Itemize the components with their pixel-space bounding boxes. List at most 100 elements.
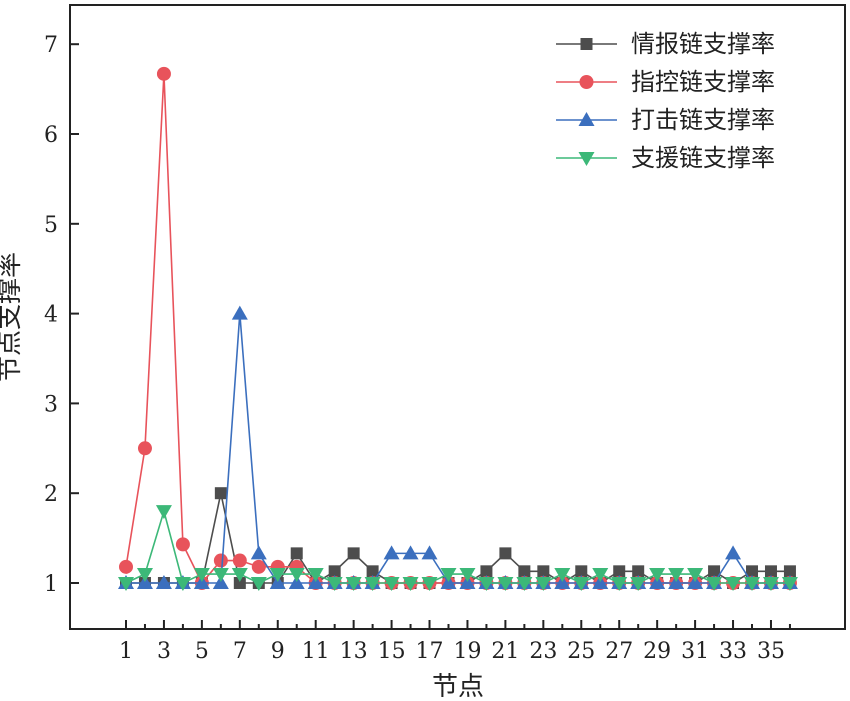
data-point (402, 577, 419, 591)
series-3 (118, 305, 798, 589)
data-point (421, 545, 438, 560)
data-point (573, 577, 590, 591)
y-tick-label: 5 (44, 213, 58, 238)
series-line (126, 313, 790, 584)
data-point (518, 565, 531, 578)
legend-marker (580, 38, 593, 50)
data-point (383, 577, 400, 591)
data-point (345, 577, 362, 591)
data-point (250, 545, 267, 560)
x-tick-label: 33 (719, 639, 747, 664)
data-point (499, 547, 512, 560)
data-point (137, 441, 152, 456)
data-point (478, 577, 495, 591)
data-point (175, 537, 190, 552)
data-point (136, 568, 153, 583)
x-tick-label: 31 (681, 639, 709, 664)
data-point (193, 568, 210, 583)
data-point (537, 565, 550, 578)
data-point (118, 577, 134, 591)
data-point (781, 577, 798, 591)
data-point (516, 577, 533, 591)
data-point (706, 577, 723, 591)
series-4 (118, 505, 798, 591)
x-axis-title: 节点 (432, 672, 484, 697)
x-tick-label: 7 (233, 639, 247, 664)
x-tick-label: 15 (378, 639, 406, 664)
data-point (251, 559, 266, 574)
data-point (232, 553, 247, 568)
data-point (307, 568, 324, 583)
series-layer (118, 66, 798, 591)
data-point (725, 577, 742, 591)
plot-frame (69, 4, 846, 630)
x-tick-label: 21 (491, 639, 519, 664)
y-tick-label: 1 (44, 572, 58, 597)
data-point (233, 577, 246, 589)
x-tick-label: 23 (529, 639, 557, 664)
data-point (649, 568, 666, 583)
x-tick-label: 3 (157, 639, 171, 664)
data-point (762, 577, 779, 591)
data-point (366, 565, 379, 578)
legend-label: 支援链支撑率 (631, 144, 775, 172)
legend-marker (578, 152, 595, 166)
x-tick-label: 25 (567, 639, 595, 664)
data-point (326, 577, 343, 591)
legend-marker (578, 112, 595, 126)
legend-item: 情报链支撑率 (556, 30, 775, 58)
data-point (632, 565, 645, 578)
data-point (174, 577, 191, 591)
data-point (213, 553, 228, 568)
x-tick-label: 5 (195, 639, 209, 664)
y-tick-label: 6 (44, 123, 58, 148)
legend-label: 打击链支撑率 (631, 106, 775, 134)
data-point (328, 565, 341, 578)
data-point (744, 577, 761, 591)
x-tick-label: 17 (416, 639, 444, 664)
data-point (459, 568, 476, 583)
y-tick-label: 4 (44, 303, 58, 328)
legend-item: 打击链支撑率 (556, 106, 775, 134)
x-axis-ticks: 1 3 5 7 9 11 13 15 17 19 21 23 25 27 29 31 33 35 (119, 620, 791, 664)
data-point (347, 547, 360, 560)
legend-label: 情报链支撑率 (631, 30, 775, 58)
data-point (155, 505, 172, 520)
data-point (535, 577, 552, 591)
y-axis-ticks: 1 2 3 4 5 6 7 (44, 33, 79, 597)
data-point (402, 545, 419, 560)
data-point (214, 487, 227, 500)
data-point (421, 577, 438, 591)
x-tick-label: 29 (643, 639, 671, 664)
data-point (613, 565, 626, 578)
data-point (156, 66, 171, 81)
x-tick-label: 13 (340, 639, 368, 664)
y-tick-label: 7 (44, 33, 58, 58)
data-point (231, 305, 248, 320)
x-tick-label: 19 (453, 639, 481, 664)
data-point (497, 577, 514, 591)
y-axis-title: 节点支撑率 (0, 252, 25, 382)
data-point (575, 565, 588, 578)
legend-marker (579, 75, 594, 89)
legend-item: 指控链支撑率 (556, 68, 775, 96)
legend-item: 支援链支撑率 (556, 144, 775, 172)
data-point (440, 568, 457, 583)
x-tick-label: 1 (119, 639, 133, 664)
legend-label: 指控链支撑率 (631, 68, 775, 96)
data-point (231, 568, 248, 583)
data-point (725, 545, 742, 560)
data-point (783, 565, 796, 578)
data-point (383, 545, 400, 560)
data-point (250, 577, 267, 591)
data-point (212, 568, 229, 583)
y-tick-label: 3 (44, 392, 58, 417)
data-point (630, 577, 647, 591)
data-point (592, 568, 609, 583)
data-point (288, 568, 305, 583)
x-tick-label: 27 (605, 639, 633, 664)
data-point (480, 565, 493, 578)
data-point (708, 565, 721, 578)
